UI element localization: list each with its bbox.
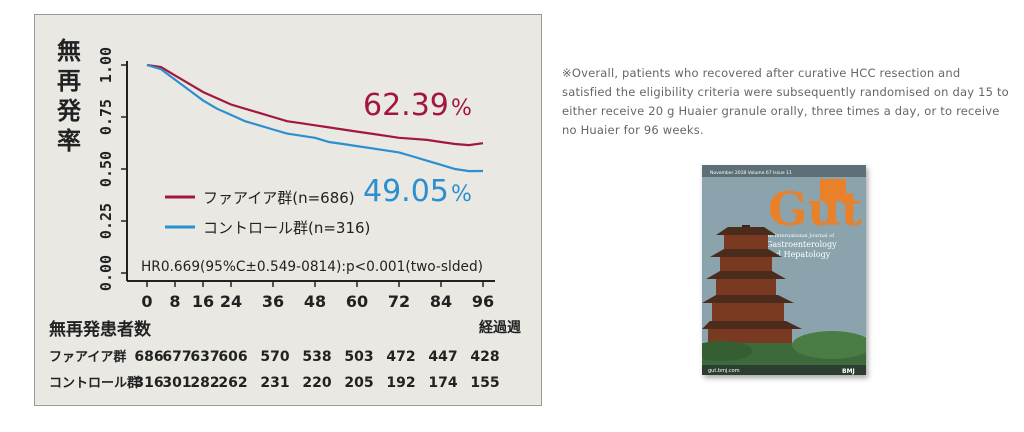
- x-tick-label: 0: [141, 292, 152, 311]
- risk-cell: 316: [134, 375, 163, 391]
- end-label-unit-control: %: [451, 182, 472, 207]
- end-label-huaier: 62.39: [363, 88, 449, 123]
- risk-cell: 205: [344, 375, 373, 391]
- risk-cell: 677: [162, 349, 191, 365]
- x-tick-label: 72: [388, 292, 410, 311]
- risk-cell: 192: [386, 375, 415, 391]
- risk-cell: 174: [428, 375, 457, 391]
- x-tick-label: 36: [262, 292, 284, 311]
- risk-cell: 262: [218, 375, 247, 391]
- risk-cell: 686: [134, 349, 163, 365]
- end-label-control: 49.05: [363, 174, 449, 209]
- y-tick-label: 0.75: [97, 99, 115, 135]
- y-tick-label: 0.00: [97, 255, 115, 291]
- x-tick-label: 96: [472, 292, 494, 311]
- y-axis-label-char: 発: [56, 97, 82, 125]
- series-line-huaier: [146, 63, 484, 147]
- y-axis-label-char: 再: [57, 67, 81, 95]
- y-axis-label-char: 率: [57, 127, 81, 155]
- risk-cell: 155: [470, 375, 499, 391]
- risk-cell: 301: [162, 375, 191, 391]
- risk-cell: 282: [190, 375, 219, 391]
- risk-row-label: ファアイア群: [49, 349, 126, 365]
- cover-subtitle-1: An International Journal of: [765, 233, 835, 239]
- hr-annotation: HR0.669(95%C±0.549-0814):p<0.001(two-sld…: [141, 259, 483, 275]
- cover-issue: November 2018 Volume 67 Issue 11: [710, 170, 792, 176]
- risk-cell: 220: [302, 375, 331, 391]
- risk-table-title: 無再発患者数: [49, 319, 152, 340]
- chart-figure: 無再発率 0.00 0.25 0.50 0.75 1.00 0 8 16 24 36 48 60 72 84…: [34, 14, 542, 406]
- risk-row-label: コントロール群: [49, 375, 140, 391]
- risk-cell: 606: [218, 349, 247, 365]
- y-tick-label: 1.00: [97, 47, 115, 83]
- risk-cell: 503: [344, 349, 373, 365]
- x-tick-label: 84: [430, 292, 452, 311]
- cover-publisher: BMJ: [842, 368, 855, 375]
- x-tick-label: 48: [304, 292, 326, 311]
- end-label-unit-huaier: %: [451, 96, 472, 121]
- x-tick-label: 24: [220, 292, 242, 311]
- y-tick-label: 0.50: [97, 151, 115, 187]
- pagoda-illustration: [702, 225, 802, 355]
- legend-label-control: コントロール群(n=316): [203, 219, 370, 237]
- cover-subtitle-2: Gastroenterology: [766, 240, 837, 249]
- risk-cell: 538: [302, 349, 331, 365]
- study-note: ※Overall, patients who recovered after c…: [562, 66, 1009, 137]
- cover-url: gut.bmj.com: [708, 368, 740, 374]
- risk-cell: 428: [470, 349, 499, 365]
- risk-cell: 637: [190, 349, 219, 365]
- journal-cover: November 2018 Volume 67 Issue 11 Gut An …: [702, 165, 866, 375]
- x-tick-label: 16: [192, 292, 214, 311]
- risk-cell: 472: [386, 349, 415, 365]
- cover-title: Gut: [768, 182, 863, 236]
- x-tick-label: 8: [169, 292, 180, 311]
- risk-cell: 570: [260, 349, 289, 365]
- x-axis-label: 経過週: [479, 319, 521, 336]
- series-line-control: [146, 63, 484, 173]
- x-tick-label: 60: [346, 292, 368, 311]
- risk-cell: 231: [260, 375, 289, 391]
- cover-subtitle-3: and Hepatology: [766, 250, 831, 259]
- risk-cell: 447: [428, 349, 457, 365]
- y-tick-label: 0.25: [97, 203, 115, 239]
- y-axis-label-char: 無: [57, 37, 81, 65]
- legend-label-huaier: ファアイア群(n=686): [203, 189, 355, 207]
